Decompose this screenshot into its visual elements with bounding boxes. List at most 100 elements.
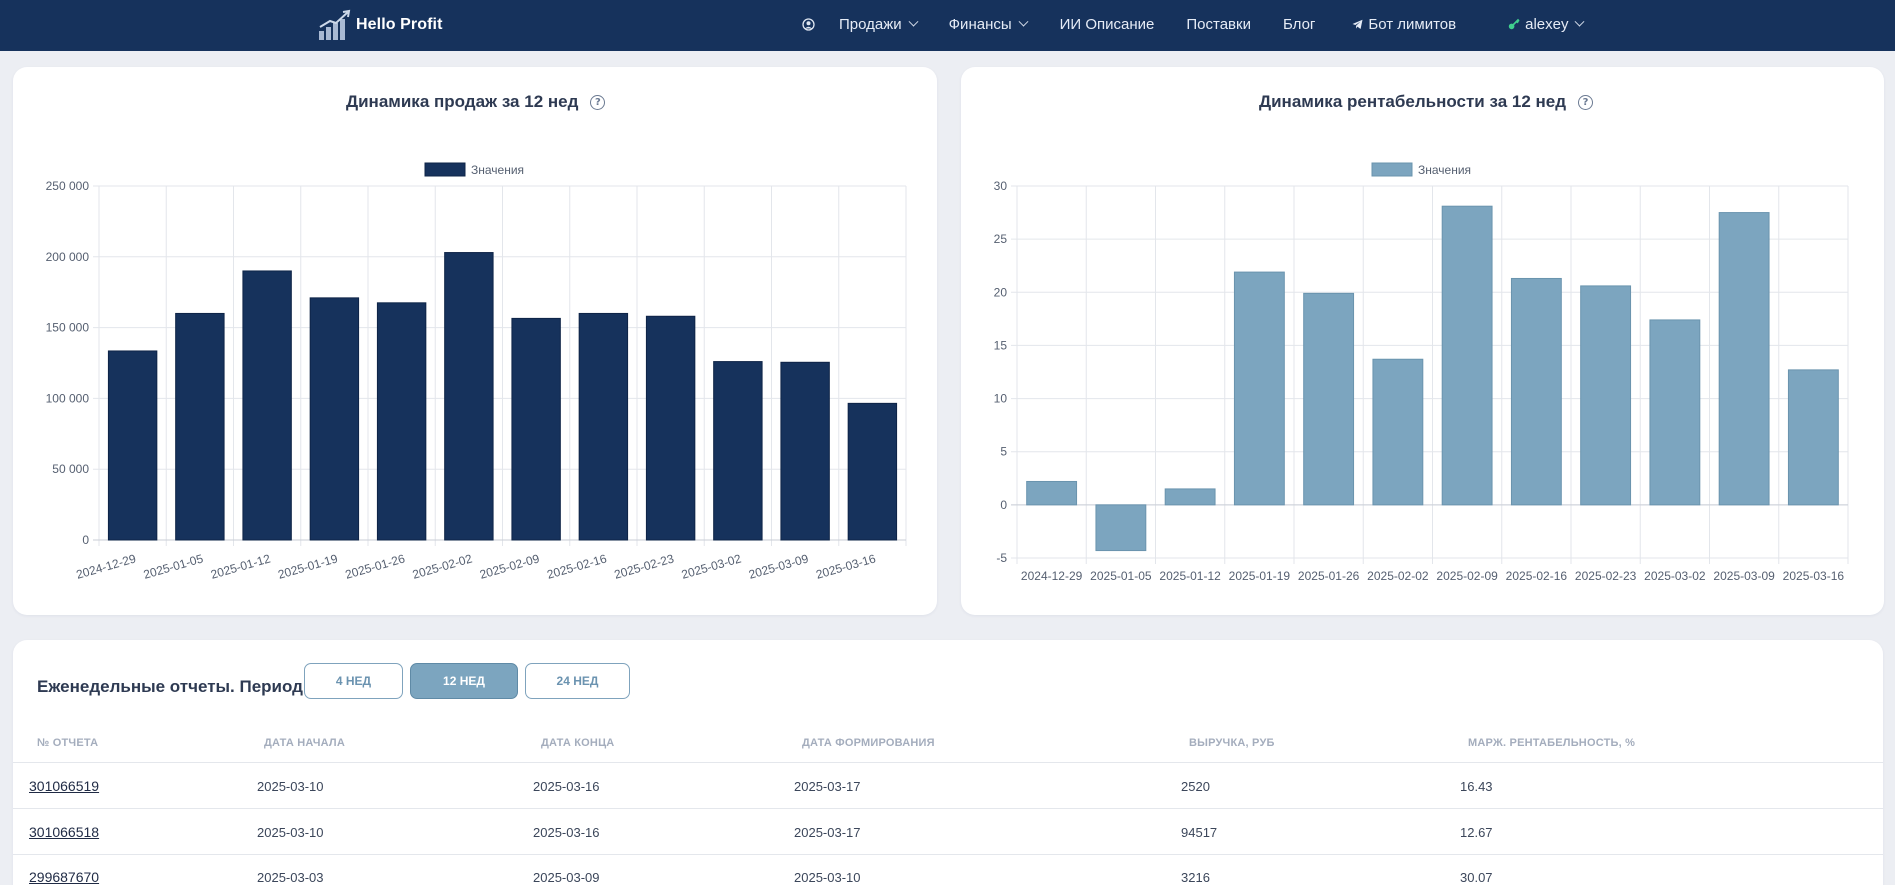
nav-finance[interactable]: Финансы <box>949 16 1029 33</box>
bar <box>645 315 696 541</box>
created-date-cell: 2025-03-10 <box>794 870 861 885</box>
chevron-down-icon <box>908 16 919 27</box>
period-4-weeks-button[interactable]: 4 НЕД <box>304 663 403 699</box>
x-tick-label: 2025-01-19 <box>1229 569 1291 583</box>
y-tick-label: 100 000 <box>46 391 90 405</box>
start-date-cell: 2025-03-10 <box>257 779 324 794</box>
chevron-down-icon <box>1018 16 1029 27</box>
x-tick-label: 2025-02-23 <box>613 551 676 581</box>
col-report-number[interactable]: № ОТЧЕТА <box>37 737 99 749</box>
telegram-icon <box>1352 19 1363 29</box>
y-tick-label: -5 <box>996 551 1007 565</box>
margin-cell: 12.67 <box>1460 825 1493 840</box>
x-tick-label: 2024-12-29 <box>75 551 138 581</box>
report-number-link[interactable]: 301066519 <box>29 778 100 794</box>
margin-cell: 30.07 <box>1460 870 1493 885</box>
bar <box>444 252 494 541</box>
revenue-cell: 3216 <box>1181 870 1210 885</box>
x-tick-label: 2025-01-05 <box>1090 569 1152 583</box>
sales-chart-title: Динамика продаж за 12 нед <box>346 92 579 111</box>
nav-ai-description[interactable]: ИИ Описание <box>1060 16 1155 33</box>
nav-user-menu[interactable]: alexey <box>1508 15 1585 33</box>
start-date-cell: 2025-03-03 <box>257 870 324 885</box>
brand-logo[interactable]: Hello Profit <box>318 8 443 42</box>
bar <box>376 302 427 541</box>
col-start-date[interactable]: ДАТА НАЧАЛА <box>264 737 345 749</box>
x-tick-label: 2025-02-23 <box>1575 569 1637 583</box>
bar <box>1164 488 1216 506</box>
bar <box>107 350 158 541</box>
nav-ai-description-label: ИИ Описание <box>1059 15 1155 33</box>
col-created-date[interactable]: ДАТА ФОРМИРОВАНИЯ <box>802 737 935 749</box>
help-icon[interactable]: ? <box>1578 94 1594 110</box>
user-circle-icon[interactable] <box>802 17 815 31</box>
help-icon[interactable]: ? <box>590 94 606 110</box>
bar <box>1303 292 1355 506</box>
bar <box>780 361 830 541</box>
x-tick-label: 2025-02-16 <box>1506 569 1568 583</box>
y-tick-label: 150 000 <box>46 321 90 335</box>
x-tick-label: 2025-01-12 <box>1159 569 1221 583</box>
bar <box>1580 285 1632 506</box>
y-tick-label: 200 000 <box>46 250 90 264</box>
table-divider <box>13 808 1883 809</box>
bar <box>309 297 360 541</box>
table-divider <box>13 762 1883 763</box>
report-number-link[interactable]: 299687670 <box>29 869 100 885</box>
margin-cell: 16.43 <box>1460 779 1493 794</box>
x-tick-label: 2025-03-09 <box>1713 569 1775 583</box>
profit-chart-title: Динамика рентабельности за 12 нед <box>1259 92 1567 111</box>
end-date-cell: 2025-03-16 <box>533 825 600 840</box>
nav-blog[interactable]: Блог <box>1283 16 1315 33</box>
col-margin[interactable]: МАРЖ. РЕНТАБЕЛЬНОСТЬ, % <box>1468 737 1636 749</box>
nav-supplies-label: Поставки <box>1186 15 1251 33</box>
start-date-cell: 2025-03-10 <box>257 825 324 840</box>
col-revenue[interactable]: ВЫРУЧКА, РУБ <box>1189 737 1275 749</box>
revenue-cell: 2520 <box>1181 779 1210 794</box>
x-tick-label: 2025-03-16 <box>814 551 877 581</box>
col-end-date[interactable]: ДАТА КОНЦА <box>541 737 615 749</box>
nav-sales[interactable]: Продажи <box>839 15 919 33</box>
bar <box>511 317 561 541</box>
created-date-cell: 2025-03-17 <box>794 825 861 840</box>
revenue-cell: 94517 <box>1181 825 1218 840</box>
nav-blog-label: Блог <box>1282 15 1316 33</box>
y-tick-label: 20 <box>994 285 1008 299</box>
reports-title: Еженедельные отчеты. Период: <box>37 677 309 696</box>
x-tick-label: 2024-12-29 <box>1021 569 1083 583</box>
nav-limits-bot[interactable]: Бот лимитов <box>1352 16 1456 33</box>
bar <box>1787 369 1839 506</box>
y-tick-label: 30 <box>994 179 1008 193</box>
main-nav: Продажи Финансы ИИ Описание Поставки Бло… <box>802 0 1585 48</box>
report-number-link[interactable]: 301066518 <box>29 824 100 840</box>
bar <box>175 312 225 541</box>
profit-chart-card: Динамика рентабельности за 12 нед ? -5 0 5… <box>961 67 1884 615</box>
x-tick-label: 2025-01-26 <box>344 551 407 581</box>
nav-supplies[interactable]: Поставки <box>1186 16 1251 33</box>
bar <box>1026 480 1078 506</box>
y-tick-label: 10 <box>994 392 1008 406</box>
bar <box>578 312 629 541</box>
x-tick-label: 2025-01-05 <box>142 551 205 581</box>
x-tick-label: 2025-01-12 <box>209 551 272 581</box>
nav-sales-label: Продажи <box>839 15 902 33</box>
bar <box>1718 212 1770 506</box>
nav-user-label: alexey <box>1525 15 1569 33</box>
x-tick-label: 2025-02-09 <box>478 551 541 581</box>
table-divider <box>13 854 1883 855</box>
growth-chart-logo-icon <box>319 9 351 40</box>
legend-label: Значения <box>1418 163 1471 177</box>
period-12-weeks-button[interactable]: 12 НЕД <box>410 663 518 699</box>
bar <box>1441 205 1493 506</box>
end-date-cell: 2025-03-09 <box>533 870 600 885</box>
y-tick-label: 15 <box>994 338 1008 352</box>
end-date-cell: 2025-03-16 <box>533 779 600 794</box>
legend-swatch <box>1371 162 1413 177</box>
period-24-weeks-button[interactable]: 24 НЕД <box>525 663 630 699</box>
y-tick-label: 0 <box>1000 498 1007 512</box>
x-tick-label: 2025-03-16 <box>1783 569 1845 583</box>
key-icon <box>1508 18 1520 30</box>
brand-name: Hello Profit <box>356 16 443 33</box>
y-tick-label: 50 000 <box>52 462 89 476</box>
x-tick-label: 2025-01-19 <box>276 551 339 581</box>
